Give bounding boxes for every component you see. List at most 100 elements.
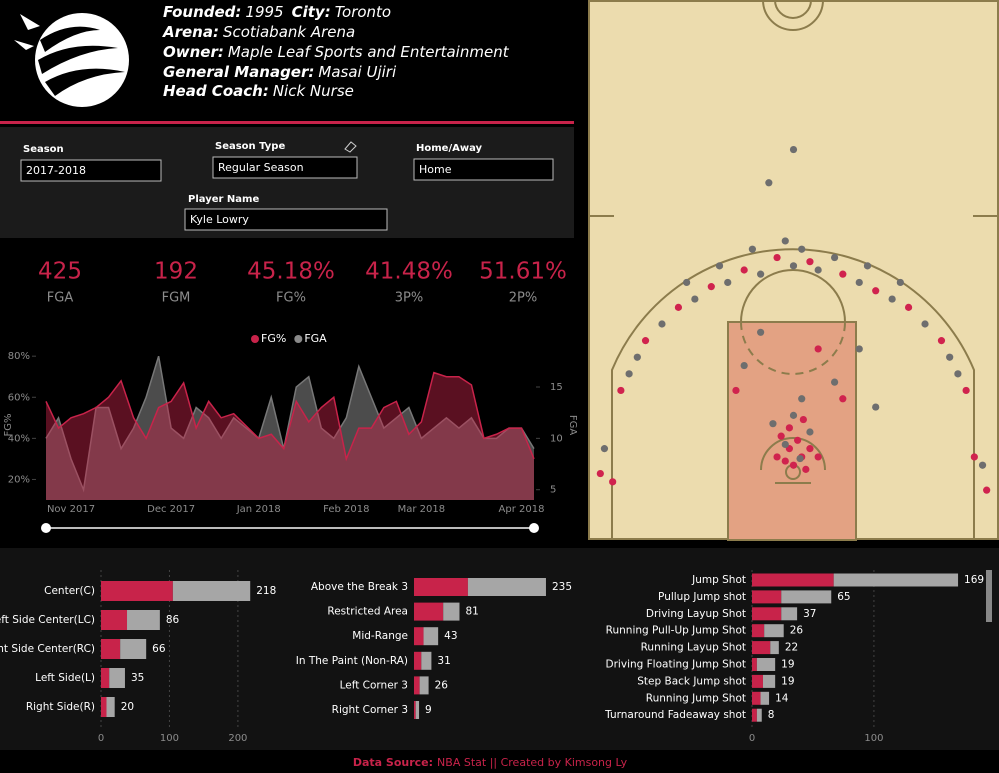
shot bbox=[796, 454, 804, 463]
shot bbox=[781, 457, 789, 465]
bar-segment bbox=[414, 701, 416, 719]
range-slider-handle[interactable] bbox=[41, 523, 51, 533]
shot bbox=[794, 436, 802, 444]
bar-segment bbox=[414, 627, 424, 646]
total-label: 66 bbox=[152, 643, 166, 655]
header-value: Masai Ujiri bbox=[318, 63, 397, 81]
bar-segment bbox=[127, 610, 160, 630]
total-label: 218 bbox=[256, 585, 276, 597]
x-tick-label: Apr 2018 bbox=[499, 504, 545, 515]
filter-value: Home bbox=[419, 163, 452, 176]
header-line: Arena: Scotiabank Arena bbox=[162, 23, 355, 41]
shot bbox=[983, 486, 991, 494]
bar-segment bbox=[752, 641, 771, 655]
x-tick-label: 0 bbox=[98, 733, 104, 744]
shot bbox=[773, 453, 781, 461]
total-label: 22 bbox=[785, 642, 798, 654]
bar-segment bbox=[419, 676, 429, 695]
eraser-icon[interactable] bbox=[344, 141, 357, 153]
category-label: Running Jump Shot bbox=[646, 692, 746, 704]
x-tick-label: Jan 2018 bbox=[236, 504, 281, 515]
bar-segment bbox=[781, 607, 798, 621]
bar-segment bbox=[752, 691, 761, 705]
footer-label: Data Source: bbox=[353, 756, 433, 769]
legend-swatch bbox=[251, 335, 259, 343]
bar-segment bbox=[764, 624, 784, 638]
bar-segment bbox=[833, 573, 959, 587]
category-label: Right Corner 3 bbox=[332, 704, 408, 716]
filter-box[interactable] bbox=[212, 156, 358, 179]
shot bbox=[839, 395, 847, 403]
total-label: 8 bbox=[768, 709, 775, 721]
scrollbar[interactable] bbox=[986, 570, 992, 622]
category-label: Center(C) bbox=[44, 585, 95, 597]
shot bbox=[806, 428, 814, 436]
shot bbox=[888, 295, 896, 303]
category-label: Jump Shot bbox=[691, 574, 746, 586]
y2-axis-title: FGA bbox=[567, 415, 578, 436]
shot bbox=[872, 287, 880, 295]
bar-segment bbox=[172, 581, 251, 601]
shot bbox=[978, 461, 987, 469]
header-value: Toronto bbox=[335, 3, 391, 21]
range-slider-handle[interactable] bbox=[529, 523, 539, 533]
total-label: 86 bbox=[166, 614, 180, 626]
header-line: Head Coach: Nick Nurse bbox=[163, 82, 354, 100]
filter-box[interactable] bbox=[20, 159, 162, 182]
total-label: 235 bbox=[552, 581, 572, 593]
filter-box[interactable] bbox=[184, 208, 388, 231]
filter-box[interactable] bbox=[413, 158, 554, 181]
bar-segment bbox=[120, 639, 147, 659]
footer-text: NBA Stat || Created by Kimsong Ly bbox=[437, 756, 628, 769]
y2-tick-label: 10 bbox=[550, 433, 563, 444]
category-label: Right Side Center(RC) bbox=[0, 643, 95, 655]
shot bbox=[855, 278, 863, 287]
filter-label: Player Name bbox=[188, 194, 259, 205]
bar-segment bbox=[467, 578, 546, 596]
category-label: Running Pull-Up Jump Shot bbox=[606, 625, 746, 637]
team-logo bbox=[14, 13, 129, 107]
shot bbox=[855, 345, 863, 353]
shot bbox=[609, 478, 617, 486]
category-label: In The Paint (Non-RA) bbox=[296, 655, 408, 667]
total-label: 26 bbox=[790, 625, 804, 637]
shot bbox=[757, 328, 765, 336]
shot bbox=[954, 370, 962, 378]
header-key: Head Coach: bbox=[163, 82, 269, 100]
shot bbox=[904, 303, 913, 311]
bar-segment bbox=[760, 691, 770, 705]
header-value: Scotiabank Arena bbox=[223, 23, 355, 41]
shot bbox=[831, 378, 839, 386]
filter-label: Season Type bbox=[215, 141, 285, 152]
total-label: 9 bbox=[425, 704, 432, 716]
x-tick-label: Mar 2018 bbox=[398, 504, 446, 515]
shot bbox=[765, 179, 773, 187]
header-value: Maple Leaf Sports and Entertainment bbox=[228, 43, 510, 61]
category-label: Left Side(L) bbox=[35, 672, 95, 684]
shot bbox=[863, 262, 872, 270]
bar-segment bbox=[770, 641, 779, 655]
header-key: General Manager: bbox=[163, 63, 314, 81]
kpi-label: FGM bbox=[162, 291, 191, 306]
kpi-label: 2P% bbox=[509, 291, 537, 306]
legend-label: FGA bbox=[304, 332, 327, 345]
filter-value: Kyle Lowry bbox=[190, 213, 249, 226]
header-line: Founded: 1995 City: Toronto bbox=[163, 3, 391, 21]
shot bbox=[831, 253, 839, 262]
filter-value: Regular Season bbox=[218, 161, 304, 174]
x-tick-label: 100 bbox=[864, 733, 883, 744]
shot bbox=[814, 453, 822, 461]
kpi-value: 192 bbox=[154, 259, 198, 285]
filter-label: Season bbox=[23, 144, 64, 155]
bar-segment bbox=[756, 658, 776, 671]
header-key: Owner: bbox=[163, 43, 224, 61]
category-label: Left Side Center(LC) bbox=[0, 614, 95, 626]
shot bbox=[970, 453, 978, 461]
shot bbox=[633, 353, 641, 361]
shot bbox=[757, 270, 765, 278]
bar-segment bbox=[101, 697, 107, 717]
shot bbox=[946, 353, 954, 361]
bar-segment bbox=[756, 708, 762, 722]
shot bbox=[872, 403, 880, 411]
category-label: Pullup Jump shot bbox=[658, 591, 746, 603]
